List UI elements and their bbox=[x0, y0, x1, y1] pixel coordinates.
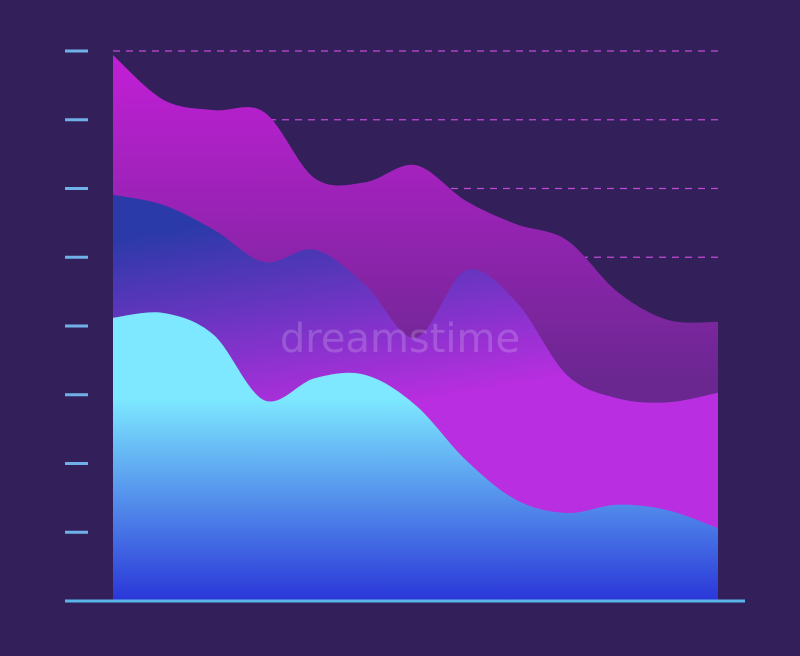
watermark: dreamstime bbox=[280, 316, 520, 362]
area bbox=[113, 312, 718, 601]
